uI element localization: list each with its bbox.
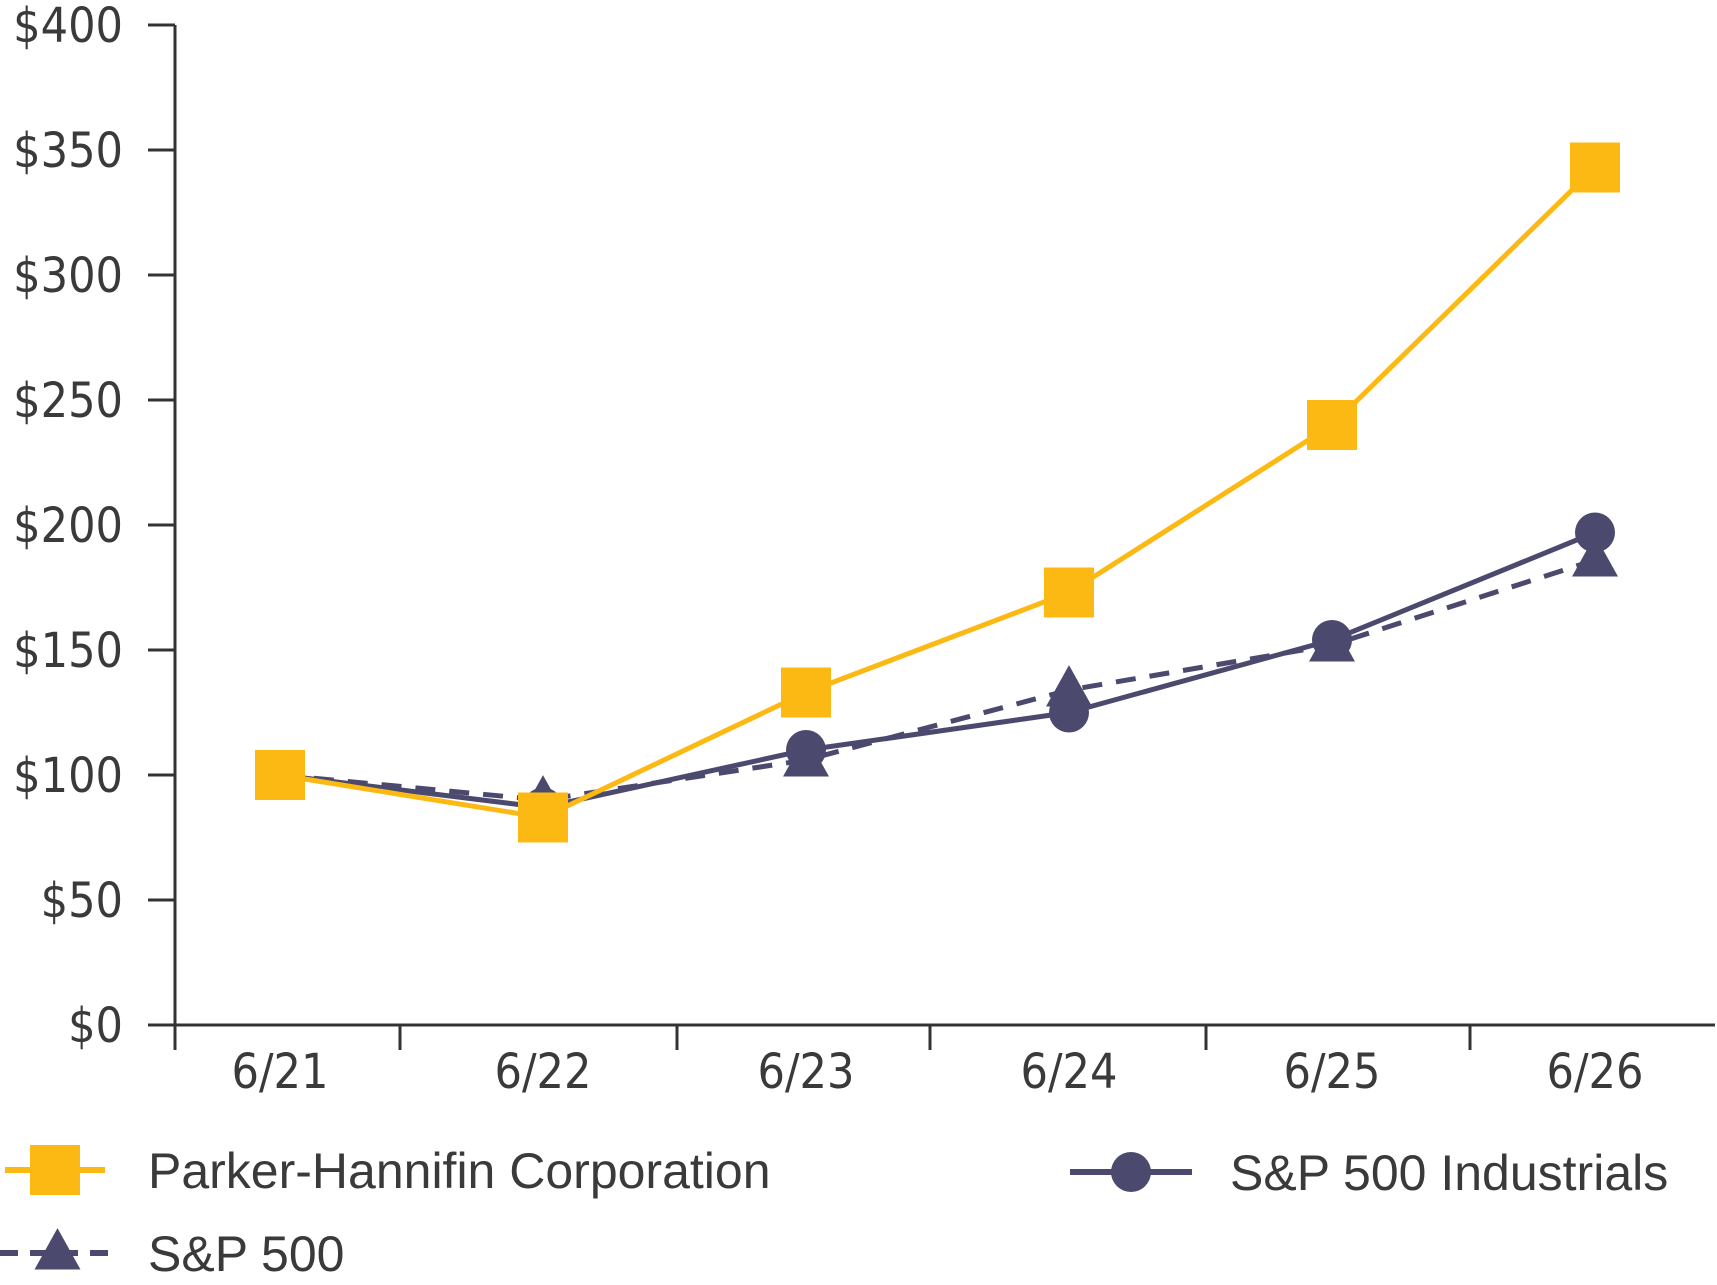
legend-item-2: S&P 500 Industrials [1070, 1145, 1668, 1201]
series-2-point [1312, 620, 1352, 660]
legend-label: S&P 500 [148, 1226, 344, 1282]
y-tick-label: $350 [13, 123, 123, 179]
x-tick-label: 6/26 [1547, 1044, 1644, 1100]
y-axis-ticks: $0 $50 $100 $150 $200 $250 $300 $350 $400 [13, 0, 175, 1054]
x-tick-label: 6/25 [1284, 1044, 1381, 1100]
series-0-point [1570, 142, 1620, 193]
series-0-point [781, 667, 831, 718]
series-0-point [1044, 567, 1094, 618]
y-tick-label: $400 [13, 0, 123, 54]
series-1-point [1572, 535, 1618, 577]
series-2-point [786, 730, 826, 770]
series-line-1 [279, 557, 1596, 803]
series-line-0 [279, 165, 1597, 820]
y-tick-label: $50 [41, 873, 123, 929]
legend-marker [34, 1228, 81, 1270]
axes [173, 25, 1715, 1027]
legend: Parker-Hannifin Corporation S&P 500 Indus… [0, 1143, 1668, 1282]
legend-label: S&P 500 Industrials [1230, 1145, 1668, 1201]
x-tick-label: 6/23 [758, 1044, 855, 1100]
y-tick-label: $300 [13, 248, 123, 304]
series-0-point [255, 750, 305, 800]
legend-marker [30, 1145, 80, 1195]
series-0-point [518, 792, 568, 843]
y-tick-label: $0 [68, 998, 123, 1054]
series-lines [279, 165, 1597, 820]
y-tick-label: $200 [13, 498, 123, 554]
legend-item-0: Parker-Hannifin Corporation [5, 1143, 771, 1199]
x-tick-label: 6/22 [495, 1044, 592, 1100]
y-tick-label: $150 [13, 623, 123, 679]
series-0-point [1307, 400, 1357, 450]
legend-marker [1111, 1152, 1151, 1192]
series-line-2 [279, 530, 1596, 810]
x-tick-label: 6/24 [1021, 1044, 1118, 1100]
legend-label: Parker-Hannifin Corporation [148, 1143, 771, 1199]
x-tick-label: 6/21 [232, 1044, 329, 1100]
series-2-point [1049, 692, 1089, 733]
x-axis-ticks: 6/21 6/22 6/23 6/24 6/25 6/26 [173, 1025, 1644, 1100]
series-markers [255, 142, 1620, 843]
y-tick-label: $250 [13, 373, 123, 429]
y-tick-label: $100 [13, 748, 123, 804]
legend-item-1: S&P 500 [0, 1226, 344, 1282]
series-2-point [1575, 512, 1615, 553]
